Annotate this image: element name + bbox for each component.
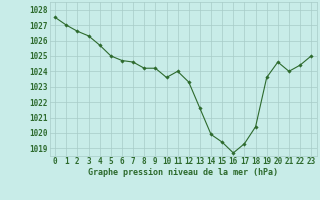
X-axis label: Graphe pression niveau de la mer (hPa): Graphe pression niveau de la mer (hPa)	[88, 168, 278, 177]
